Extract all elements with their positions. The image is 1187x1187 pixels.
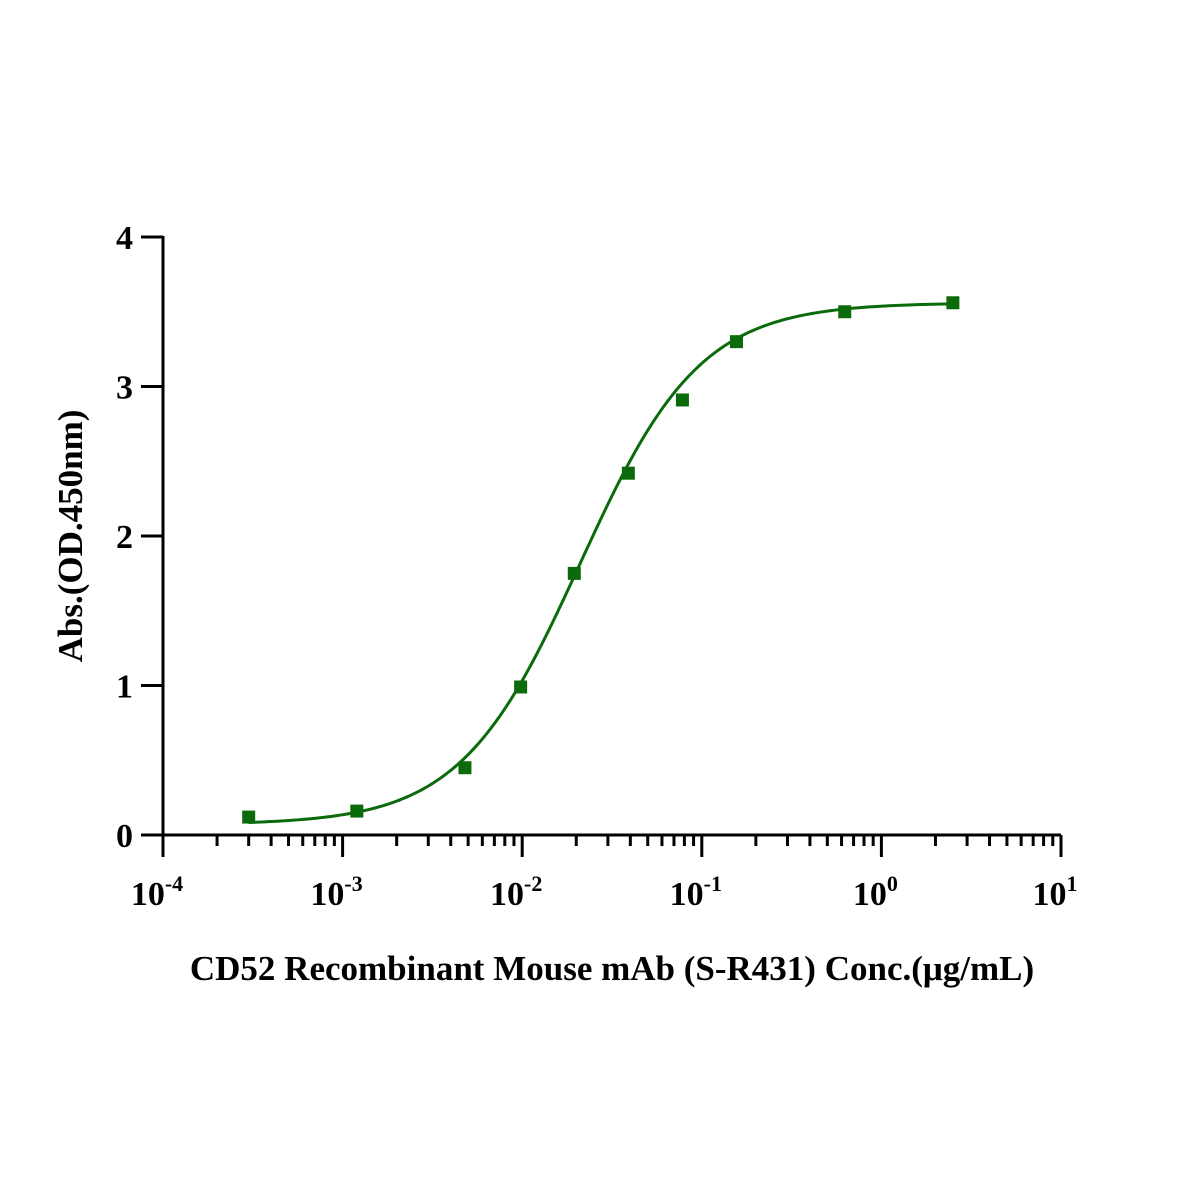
- data-point: [567, 566, 581, 580]
- y-ticks: 0 1 2 3 4: [116, 220, 163, 855]
- data-point: [458, 761, 472, 775]
- data-point: [242, 810, 256, 824]
- y-tick-label: 2: [116, 519, 133, 556]
- y-tick-label: 0: [116, 818, 133, 855]
- data-point: [514, 680, 528, 694]
- data-point: [350, 804, 364, 818]
- y-axis-title: Abs.(OD.450nm): [51, 410, 90, 663]
- y-tick-label: 1: [116, 669, 133, 706]
- x-tick-label: 10-4: [131, 871, 183, 913]
- data-point: [621, 466, 635, 480]
- x-tick-label: 10-1: [670, 871, 722, 913]
- x-ticks: 10-4 10-3 10-2 10-1 100 101: [131, 835, 1078, 913]
- x-tick-label: 10-2: [490, 871, 542, 913]
- axes: [161, 236, 1061, 837]
- x-tick-label: 10-3: [310, 871, 362, 913]
- data-points: [242, 296, 960, 824]
- y-tick-label: 3: [116, 370, 133, 407]
- data-point: [838, 305, 852, 319]
- data-point: [729, 335, 743, 349]
- x-tick-label: 100: [853, 871, 898, 913]
- data-point: [675, 393, 689, 407]
- x-axis-title: CD52 Recombinant Mouse mAb (S-R431) Conc…: [190, 949, 1034, 988]
- data-point: [946, 296, 960, 310]
- fit-curve: [248, 302, 953, 824]
- x-tick-label: 101: [1033, 871, 1078, 913]
- y-tick-label: 4: [116, 220, 133, 257]
